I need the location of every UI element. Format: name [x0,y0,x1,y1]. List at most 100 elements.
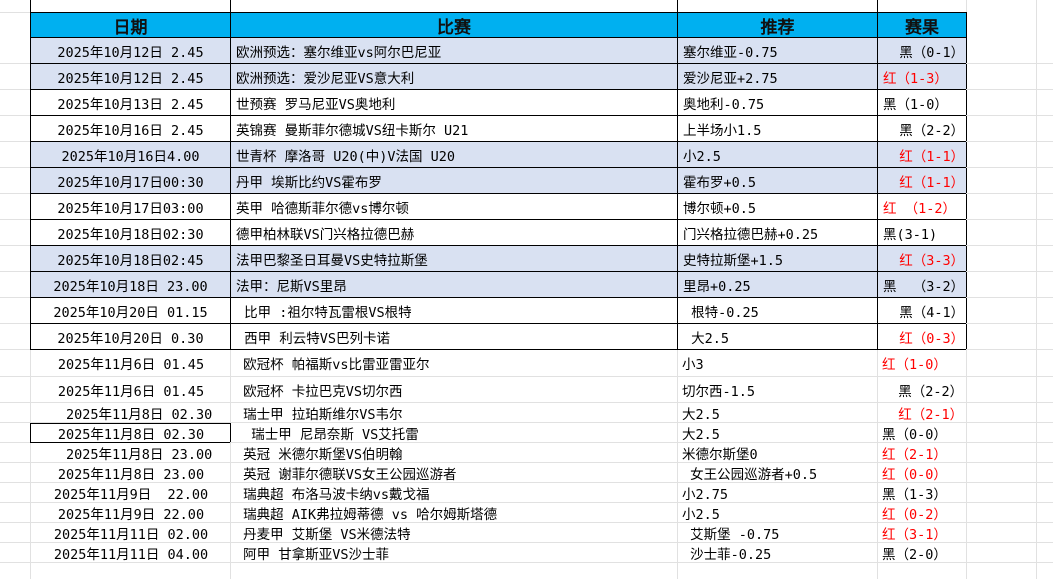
cell[interactable] [966,168,1037,194]
date-cell[interactable]: 2025年11月9日 22.00 [30,503,231,523]
cell[interactable] [0,0,31,13]
date-cell[interactable]: 2025年11月8日 02.30 [30,403,231,423]
pick-cell[interactable]: 奥地利-0.75 [677,90,878,116]
cell[interactable] [1036,443,1053,463]
result-cell[interactable]: 黑 （3-2） [877,272,967,298]
cell[interactable] [966,194,1037,220]
cell[interactable] [1036,403,1053,423]
result-cell[interactable]: 红（0-3） [877,324,967,350]
cell[interactable] [966,90,1037,116]
match-cell[interactable]: 瑞士甲 尼昂奈斯 VS艾托雷 [230,423,678,443]
cell[interactable] [1036,483,1053,503]
cell[interactable] [1036,324,1053,350]
result-cell[interactable]: 红（1-3） [877,64,967,90]
pick-cell[interactable]: 小2.5 [677,503,878,523]
cell[interactable] [966,324,1037,350]
pick-cell[interactable]: 女王公园巡游者+0.5 [677,463,878,483]
header-date[interactable]: 日期 [30,12,231,38]
date-cell[interactable]: 2025年10月17日03:00 [30,194,231,220]
row-gutter-cell[interactable] [0,246,31,272]
cell[interactable] [1036,523,1053,543]
date-cell[interactable]: 2025年11月8日 02.30 [30,423,231,443]
match-cell[interactable]: 瑞士甲 拉珀斯维尔VS韦尔 [230,403,678,423]
cell[interactable] [1036,298,1053,324]
row-gutter-cell[interactable] [0,90,31,116]
header-match[interactable]: 比赛 [230,12,678,38]
match-cell[interactable]: 世预赛 罗马尼亚VS奥地利 [230,90,678,116]
match-cell[interactable]: 西甲 利云特VS巴列卡诺 [230,324,678,350]
result-cell[interactable]: 红（0-2） [877,503,967,523]
cell[interactable] [1036,543,1053,563]
cell[interactable] [966,350,1037,377]
date-cell[interactable]: 2025年10月18日02:45 [30,246,231,272]
date-cell[interactable]: 2025年11月11日 04.00 [30,543,231,563]
cell[interactable] [1036,246,1053,272]
cell[interactable] [966,246,1037,272]
match-cell[interactable]: 德甲柏林联VS门兴格拉德巴赫 [230,220,678,246]
result-cell[interactable]: 红（0-0） [877,463,967,483]
cell[interactable] [966,543,1037,563]
row-gutter-cell[interactable] [0,443,31,463]
date-cell[interactable]: 2025年10月20日 0.30 [30,324,231,350]
cell[interactable] [966,463,1037,483]
pick-cell[interactable]: 小2.75 [677,483,878,503]
result-cell[interactable]: 红（3-1） [877,523,967,543]
match-cell[interactable]: 英甲 哈德斯菲尔德vs博尔顿 [230,194,678,220]
result-cell[interactable]: 红（1-1） [877,168,967,194]
date-cell[interactable]: 2025年10月16日 2.45 [30,116,231,142]
cell[interactable] [1036,503,1053,523]
cell[interactable] [1036,90,1053,116]
match-cell[interactable]: 英锦赛 曼斯菲尔德城VS纽卡斯尔 U21 [230,116,678,142]
row-gutter-cell[interactable] [0,272,31,298]
result-cell[interactable]: 黑（0-1） [877,38,967,64]
row-gutter-cell[interactable] [0,523,31,543]
date-cell[interactable]: 2025年11月6日 01.45 [30,377,231,403]
cell[interactable] [966,142,1037,168]
result-cell[interactable]: 红（1-1） [877,142,967,168]
date-cell[interactable]: 2025年10月18日02:30 [30,220,231,246]
match-cell[interactable]: 比甲 :祖尔特瓦雷根VS根特 [230,298,678,324]
result-cell[interactable]: 黑（4-1） [877,298,967,324]
pick-cell[interactable]: 小2.5 [677,142,878,168]
cell[interactable] [966,443,1037,463]
match-cell[interactable]: 英冠 米德尔斯堡VS伯明翰 [230,443,678,463]
pick-cell[interactable]: 大2.5 [677,423,878,443]
row-gutter-cell[interactable] [0,483,31,503]
pick-cell[interactable]: 塞尔维亚-0.75 [677,38,878,64]
match-cell[interactable]: 法甲巴黎圣日耳曼VS史特拉斯堡 [230,246,678,272]
result-cell[interactable]: 黑（2-2） [877,377,967,403]
result-cell[interactable]: 红（2-1） [877,403,967,423]
cell[interactable] [1036,142,1053,168]
row-gutter-cell[interactable] [0,64,31,90]
pick-cell[interactable]: 史特拉斯堡+1.5 [677,246,878,272]
pick-cell[interactable]: 里昂+0.25 [677,272,878,298]
result-cell[interactable]: 黑（2-2） [877,116,967,142]
cell[interactable] [966,116,1037,142]
result-cell[interactable]: 黑（2-0） [877,543,967,563]
pick-cell[interactable]: 爱沙尼亚+2.75 [677,64,878,90]
pick-cell[interactable]: 博尔顿+0.5 [677,194,878,220]
result-cell[interactable]: 红 （1-2） [877,194,967,220]
match-cell[interactable]: 丹甲 埃斯比约VS霍布罗 [230,168,678,194]
date-cell[interactable]: 2025年10月16日4.00 [30,142,231,168]
row-gutter-cell[interactable] [0,403,31,423]
result-cell[interactable]: 红（1-0） [877,350,967,377]
cell[interactable] [1036,116,1053,142]
cell[interactable] [966,403,1037,423]
row-gutter-cell[interactable] [0,543,31,563]
match-cell[interactable]: 欧洲预选：塞尔维亚vs阿尔巴尼亚 [230,38,678,64]
result-cell[interactable]: 黑（1-3） [877,483,967,503]
header-pick[interactable]: 推荐 [677,12,878,38]
date-cell[interactable]: 2025年10月12日 2.45 [30,38,231,64]
row-gutter-cell[interactable] [0,142,31,168]
row-gutter-cell[interactable] [0,298,31,324]
cell[interactable] [966,523,1037,543]
match-cell[interactable]: 法甲：尼斯VS里昂 [230,272,678,298]
cell[interactable] [966,64,1037,90]
pick-cell[interactable]: 霍布罗+0.5 [677,168,878,194]
row-gutter-cell[interactable] [0,38,31,64]
header-result[interactable]: 赛果 [877,12,967,38]
pick-cell[interactable]: 艾斯堡 -0.75 [677,523,878,543]
date-cell[interactable]: 2025年10月12日 2.45 [30,64,231,90]
date-cell[interactable]: 2025年11月6日 01.45 [30,350,231,377]
